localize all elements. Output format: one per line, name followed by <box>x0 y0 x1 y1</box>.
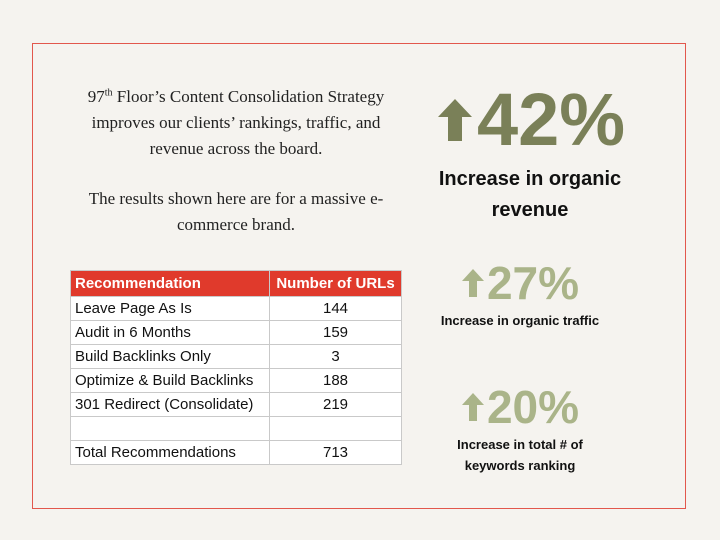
arrow-up-icon <box>461 392 485 422</box>
header-number-of-urls: Number of URLs <box>269 270 402 297</box>
intro-text: 97th Floor’s Content Consolidation Strat… <box>68 84 404 238</box>
row-value: 219 <box>269 392 402 417</box>
arrow-up-icon <box>461 268 485 298</box>
intro-superscript: th <box>104 87 113 99</box>
stat-revenue-figure: 42% <box>410 78 650 162</box>
intro-paragraph-2: The results shown here are for a massive… <box>88 189 384 234</box>
stat-organic-traffic: 27% Increase in organic traffic <box>435 256 605 331</box>
table-row: Audit in 6 Months 159 <box>70 320 402 345</box>
stat-traffic-value: 27% <box>486 257 580 309</box>
table-row: Leave Page As Is 144 <box>70 296 402 321</box>
row-value: 188 <box>269 368 402 393</box>
row-value: 3 <box>269 344 402 369</box>
table-row-empty <box>70 416 402 441</box>
row-label: Audit in 6 Months <box>70 320 270 345</box>
row-label: Optimize & Build Backlinks <box>70 368 270 393</box>
total-value: 713 <box>269 440 402 465</box>
stat-organic-revenue: 42% Increase in organic revenue <box>410 78 650 226</box>
stat-keywords-value: 20% <box>486 381 580 433</box>
intro-paragraph-1: 97th Floor’s Content Consolidation Strat… <box>68 84 404 162</box>
stat-revenue-value: 42% <box>476 78 626 161</box>
stat-traffic-caption: Increase in organic traffic <box>440 313 600 328</box>
stat-revenue-caption: Increase in organic revenue <box>438 168 622 221</box>
arrow-up-icon <box>435 97 475 143</box>
row-label: 301 Redirect (Consolidate) <box>70 392 270 417</box>
stat-keywords-caption: Increase in total # of keywords ranking <box>457 437 583 473</box>
row-label: Build Backlinks Only <box>70 344 270 369</box>
stat-traffic-figure: 27% <box>435 256 605 310</box>
table-row: 301 Redirect (Consolidate) 219 <box>70 392 402 417</box>
table-header-row: Recommendation Number of URLs <box>70 270 402 297</box>
stat-keywords-ranking: 20% Increase in total # of keywords rank… <box>435 380 605 476</box>
row-label <box>70 416 270 441</box>
row-label: Leave Page As Is <box>70 296 270 321</box>
table-total-row: Total Recommendations 713 <box>70 440 402 465</box>
row-value: 159 <box>269 320 402 345</box>
recommendations-table: Recommendation Number of URLs Leave Page… <box>70 270 402 465</box>
row-value: 144 <box>269 296 402 321</box>
header-recommendation: Recommendation <box>70 270 270 297</box>
stat-keywords-figure: 20% <box>435 380 605 434</box>
table-row: Optimize & Build Backlinks 188 <box>70 368 402 393</box>
table-row: Build Backlinks Only 3 <box>70 344 402 369</box>
intro-line1-text: Floor’s Content Consolidation Strategy i… <box>91 87 385 158</box>
intro-floor-number: 97 <box>87 87 105 106</box>
total-label: Total Recommendations <box>70 440 270 465</box>
content-frame <box>32 43 686 509</box>
row-value <box>269 416 402 441</box>
